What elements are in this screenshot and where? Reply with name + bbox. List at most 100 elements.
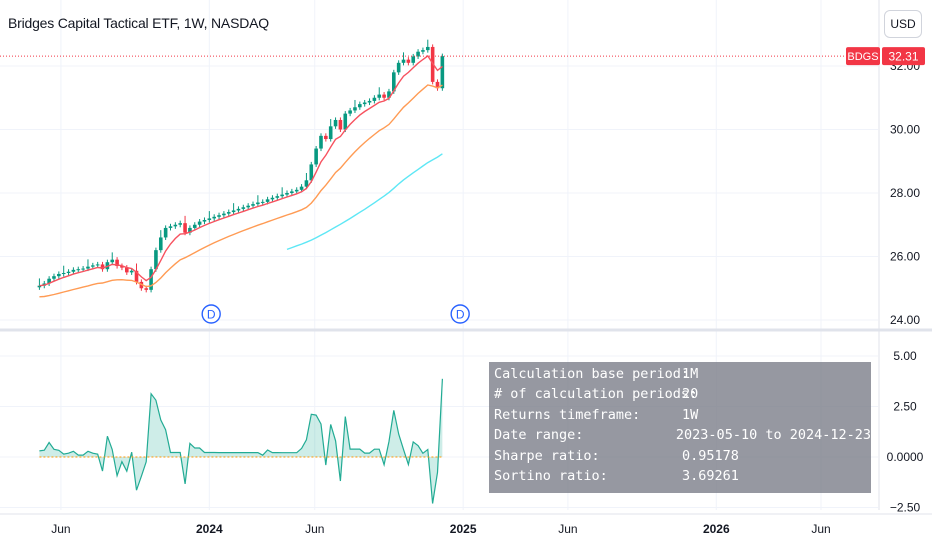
candle-body <box>256 202 260 205</box>
candle-body <box>125 267 129 273</box>
ema-long-line <box>39 84 443 298</box>
candle-body <box>222 213 226 216</box>
candle-body <box>57 273 61 277</box>
candle-body <box>270 197 275 200</box>
stats-row: Sharpe ratio: 0.95178 <box>494 446 871 466</box>
candle-body <box>260 201 265 203</box>
candle-body <box>367 100 372 103</box>
candle-body <box>411 56 416 63</box>
candle-body <box>47 278 51 284</box>
candle-body <box>362 102 367 105</box>
returns-pane <box>39 378 443 504</box>
candle-body <box>246 205 250 208</box>
returns-area <box>39 378 443 504</box>
dividend-marker-label: D <box>207 308 216 322</box>
stats-row: Returns timeframe: 1W <box>494 405 871 425</box>
time-axis-label: Jun <box>811 522 830 536</box>
candle-body <box>158 237 163 251</box>
candle-body <box>333 119 338 127</box>
candle-body <box>265 199 270 202</box>
candle-body <box>226 212 231 214</box>
returns-axis-label: 2.50 <box>893 400 917 414</box>
candle-body <box>285 193 289 195</box>
candle-body <box>309 164 314 181</box>
candle-body <box>324 135 328 140</box>
candle-body <box>61 273 66 275</box>
candle-body <box>435 81 440 89</box>
candle-body <box>314 148 318 165</box>
candle-body <box>338 119 343 130</box>
candle-body <box>319 135 323 149</box>
stats-label: Returns timeframe: <box>494 406 641 423</box>
candle-body <box>52 276 56 279</box>
time-axis-label: Jun <box>51 522 70 536</box>
dividend-marker-label: D <box>456 308 465 322</box>
returns-axis-label: −2.50 <box>890 501 921 515</box>
stats-value: 1M <box>682 366 699 382</box>
candle-body <box>377 94 382 98</box>
stats-label: Sortino ratio: <box>494 468 608 485</box>
price-badge-label: 32.31 <box>888 50 918 64</box>
dividend-marker-icon <box>450 304 470 324</box>
candle-body <box>217 215 221 217</box>
dividend-marker-icon <box>201 304 221 324</box>
candle-body <box>328 126 333 140</box>
ema-short-line <box>39 54 443 287</box>
candle-body <box>294 189 299 192</box>
candle-body <box>154 250 158 270</box>
price-axis-label: 26.00 <box>890 250 920 264</box>
stats-value: 0.95178 <box>682 447 739 464</box>
stats-row: # of calculation periods: 20 <box>494 384 871 404</box>
candle-body <box>416 51 420 57</box>
candle-body <box>173 224 178 227</box>
returns-axis-label: 0.0000 <box>887 450 924 464</box>
candle-body <box>304 180 309 187</box>
stats-label: Calculation base period: <box>494 366 690 382</box>
ma-long-line <box>286 153 443 251</box>
candle-body <box>358 104 362 108</box>
candle-body <box>91 265 95 267</box>
price-axis-label: 28.00 <box>890 186 920 200</box>
candle-body <box>392 72 396 92</box>
candle-body <box>348 110 352 114</box>
candle-body <box>212 216 216 219</box>
chart-title: Bridges Capital Tactical ETF, 1W, NASDAQ <box>8 15 269 31</box>
stats-row: Sortino ratio: 3.69261 <box>494 466 871 486</box>
candle-body <box>401 59 406 63</box>
candle-body <box>425 46 430 51</box>
candle-body <box>372 97 377 101</box>
returns-line <box>39 378 443 504</box>
time-axis-label: Jun <box>558 522 577 536</box>
stats-value: 3.69261 <box>682 468 739 485</box>
candle-body <box>202 219 207 222</box>
time-axis-label: 2025 <box>450 522 477 536</box>
candle-body <box>178 223 183 225</box>
candle-body <box>100 264 105 270</box>
candle-body <box>115 259 119 267</box>
stats-row: Date range: 2023-05-10 to 2024-12-23 <box>494 425 871 445</box>
candle-body <box>280 194 284 197</box>
candle-body <box>343 113 348 130</box>
candle-body <box>421 50 425 52</box>
currency-button[interactable]: USD <box>884 10 922 38</box>
candle-body <box>144 288 149 290</box>
price-axis-label: 24.00 <box>890 313 920 327</box>
candle-body <box>95 264 100 266</box>
candle-body <box>299 186 304 190</box>
candle-body <box>86 266 90 269</box>
candle-body <box>353 107 357 111</box>
time-axis-label: 2026 <box>703 522 730 536</box>
candle-body <box>387 91 391 98</box>
candle-body <box>76 269 81 271</box>
candle-body <box>129 270 134 273</box>
candle-body <box>406 59 411 63</box>
candle-body <box>440 56 445 89</box>
candle-body <box>188 227 192 233</box>
candle-body <box>163 227 168 238</box>
candle-body <box>183 223 187 233</box>
candle-body <box>149 269 153 290</box>
price-axis-label: 30.00 <box>890 123 920 137</box>
candle-body <box>110 259 115 263</box>
candle-body <box>81 268 85 270</box>
symbol-badge <box>846 47 880 66</box>
